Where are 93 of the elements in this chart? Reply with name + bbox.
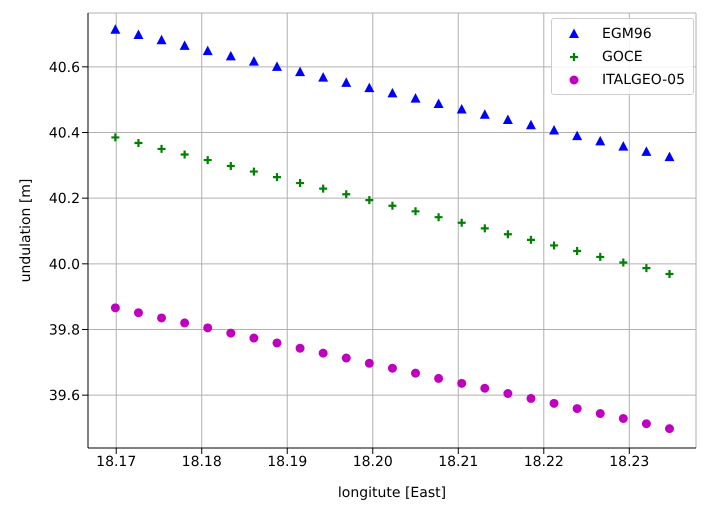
point [664,268,675,280]
x-tick-label: 18.18 [182,454,222,470]
point [434,212,444,222]
point [664,424,674,434]
point [572,404,582,414]
point [526,394,536,403]
point [248,166,259,177]
point [548,240,560,251]
point [388,364,397,373]
point [249,334,258,343]
point [456,218,467,228]
point [596,409,605,418]
point [133,29,144,39]
point [387,200,398,211]
point [296,344,305,353]
point [618,141,628,151]
legend-label: EGM96 [602,26,652,42]
point [156,144,167,154]
x-tick-label: 18.17 [96,454,136,470]
point [526,234,536,245]
point [618,414,628,423]
point [502,229,513,240]
y-tick-label: 40.4 [48,125,80,142]
point [341,189,352,200]
point [341,77,352,87]
point [248,56,259,66]
point [110,303,120,312]
legend-label: GOCE [602,48,643,64]
point [595,136,606,146]
y-axis-title: undulation [m] [18,178,34,282]
point [294,178,306,188]
point [480,384,490,393]
x-tick-label: 18.22 [524,454,564,470]
point [272,61,282,71]
y-tick-label: 40.6 [48,60,80,76]
y-tick-label: 39.8 [48,322,80,338]
y-tick-label: 39.6 [48,388,80,404]
point [549,125,560,135]
x-axis-title: longitute [East] [338,485,446,501]
point [157,313,166,322]
x-tick-label: 18.20 [352,454,393,470]
point [226,50,236,60]
point [318,72,328,82]
legend-label: ITALGEO-05 [602,72,685,88]
point [342,354,351,363]
point [202,154,213,166]
point [642,419,651,428]
point [572,246,582,256]
point [456,104,467,114]
point [364,195,374,206]
point [411,368,420,378]
point [550,398,559,408]
point [180,40,190,50]
point [203,323,212,332]
point [410,206,421,216]
point [387,88,398,98]
point [134,308,143,318]
point [180,149,190,160]
point [618,257,628,268]
point [272,338,282,348]
point [457,378,466,388]
x-tick-label: 18.21 [438,454,478,470]
point [641,262,652,274]
point [295,66,306,76]
point [664,152,674,162]
point [156,34,167,44]
point [180,318,190,328]
point [503,389,512,398]
point [110,132,120,143]
y-tick-label: 40.2 [48,191,80,208]
point [318,348,328,358]
point [595,252,606,262]
point [364,358,374,368]
point [572,130,582,140]
point [133,138,144,148]
point [226,160,236,172]
point [318,184,328,194]
point [480,223,490,234]
x-tick-label: 18.19 [267,454,308,470]
point [434,98,444,108]
point [364,82,374,92]
point [410,93,421,103]
point [202,46,213,56]
x-tick-label: 18.23 [609,454,650,470]
point [502,114,513,124]
point [526,120,536,130]
point [480,109,490,119]
y-tick-label: 40.0 [48,256,80,273]
point [272,172,282,182]
point [110,24,120,34]
point [641,146,652,156]
point [226,328,236,338]
point [434,374,444,383]
